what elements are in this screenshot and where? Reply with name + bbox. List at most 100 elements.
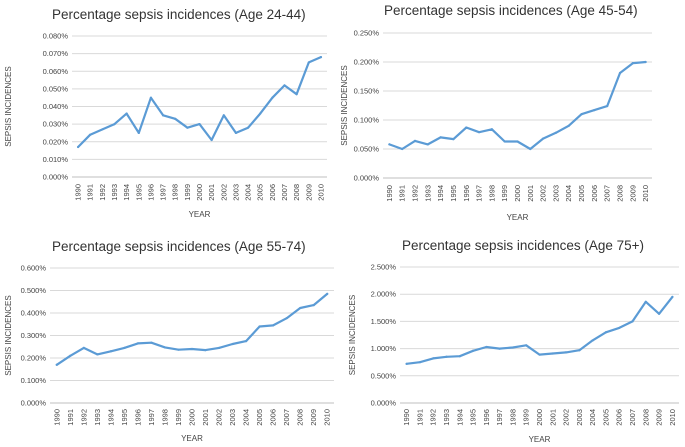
x-tick-label: 2006 — [590, 185, 599, 202]
x-tick-label: 1997 — [147, 409, 156, 426]
data-point — [418, 361, 422, 364]
data-point — [174, 117, 177, 120]
data-point — [432, 357, 435, 360]
y-tick-label: 0.250% — [354, 29, 380, 38]
data-point — [551, 352, 554, 355]
data-point — [285, 317, 288, 320]
chart-panel-age-75-plus: Percentage sepsis incidences (Age 75+) 0.… — [345, 224, 685, 447]
data-point — [326, 292, 329, 295]
x-tick-label: 1993 — [442, 409, 451, 426]
y-tick-label: 0.000% — [21, 399, 47, 408]
chart-svg: Percentage sepsis incidences (Age 45-54)… — [340, 3, 652, 222]
x-tick-label: 1992 — [429, 409, 438, 426]
x-tick-label: 1991 — [398, 185, 407, 202]
x-tick-label: 2002 — [539, 185, 548, 202]
data-point — [307, 61, 310, 64]
x-tick-label: 2010 — [316, 184, 325, 201]
data-point — [312, 304, 315, 307]
y-tick-label: 0.000% — [43, 173, 69, 182]
data-point — [137, 131, 140, 135]
x-tick-label: 2008 — [292, 184, 301, 201]
data-point — [246, 126, 250, 129]
data-point — [89, 133, 92, 136]
data-point — [388, 143, 391, 146]
y-axis-label: SEPSIS INCIDENCES — [340, 65, 349, 145]
data-point — [671, 295, 674, 299]
x-tick-label: 1999 — [183, 184, 192, 201]
x-tick-label: 2009 — [655, 409, 664, 426]
data-point — [591, 339, 594, 342]
y-tick-label: 0.300% — [21, 331, 47, 340]
chart-svg: Percentage sepsis incidences (Age 55-74)… — [4, 239, 334, 443]
y-tick-label: 0.020% — [43, 137, 69, 146]
x-tick-label: 2005 — [255, 409, 264, 426]
chart-panel-age-55-74: Percentage sepsis incidences (Age 55-74)… — [0, 224, 345, 447]
y-tick-label: 0.600% — [21, 264, 47, 273]
x-tick-label: 1999 — [522, 409, 531, 426]
data-point — [123, 346, 126, 349]
data-point — [299, 306, 302, 310]
x-tick-label: 2006 — [268, 184, 277, 201]
y-tick-label: 0.080% — [43, 32, 69, 41]
x-tick-label: 1995 — [134, 184, 143, 201]
x-tick-label: 1994 — [455, 409, 464, 426]
x-tick-label: 2002 — [215, 409, 224, 426]
data-point — [231, 342, 234, 346]
x-tick-label: 2008 — [615, 185, 624, 202]
data-point — [529, 147, 532, 151]
x-tick-label: 1998 — [160, 409, 169, 426]
x-tick-label: 1994 — [436, 185, 445, 202]
data-point — [198, 123, 201, 126]
data-point — [82, 346, 85, 349]
x-tick-label: 1994 — [122, 184, 131, 201]
data-point — [69, 354, 72, 357]
data-point — [283, 84, 286, 87]
y-tick-label: 1.500% — [371, 317, 397, 326]
x-tick-label: 2005 — [577, 185, 586, 202]
data-point — [401, 147, 404, 151]
data-point — [258, 325, 261, 328]
data-point — [542, 137, 545, 140]
x-tick-label: 2010 — [323, 409, 332, 426]
data-point — [76, 145, 80, 149]
data-point — [186, 126, 189, 129]
data-point — [644, 60, 647, 64]
y-tick-label: 0.100% — [354, 116, 380, 125]
y-tick-label: 0.100% — [21, 376, 47, 385]
data-point — [503, 140, 506, 143]
x-tick-label: 1996 — [482, 409, 491, 426]
y-tick-label: 1.000% — [371, 344, 397, 353]
chart-title: Percentage sepsis incidences (Age 75+) — [402, 238, 644, 253]
data-point — [244, 340, 248, 343]
data-point — [657, 312, 661, 315]
data-point — [161, 114, 165, 117]
data-point — [618, 326, 621, 330]
data-point — [222, 114, 225, 117]
x-tick-label: 1992 — [411, 185, 420, 202]
x-tick-label: 2002 — [562, 409, 571, 426]
y-tick-label: 0.500% — [371, 371, 397, 380]
chart-svg: Percentage sepsis incidences (Age 24-44)… — [4, 7, 327, 219]
data-point — [604, 331, 608, 334]
x-tick-label: 1998 — [171, 184, 180, 201]
data-point — [271, 96, 274, 99]
y-tick-label: 0.040% — [43, 102, 69, 111]
x-tick-label: 2006 — [269, 409, 278, 426]
x-tick-label: 2001 — [207, 184, 216, 201]
x-tick-label: 1998 — [487, 185, 496, 202]
x-tick-label: 2004 — [244, 184, 253, 201]
data-point — [259, 112, 262, 115]
data-point — [150, 341, 153, 344]
x-tick-label: 2010 — [668, 409, 677, 426]
chart-title: Percentage sepsis incidences (Age 24-44) — [52, 7, 306, 22]
data-point — [295, 93, 298, 96]
chart-panel-age-24-44: Percentage sepsis incidences (Age 24-44)… — [0, 0, 335, 223]
data-point — [516, 140, 519, 143]
data-point — [190, 347, 194, 351]
data-point — [109, 350, 112, 353]
x-tick-label: 1993 — [93, 409, 102, 426]
data-point — [631, 320, 634, 323]
x-tick-label: 2001 — [526, 185, 535, 202]
data-point — [96, 353, 99, 356]
data-point — [149, 96, 153, 99]
